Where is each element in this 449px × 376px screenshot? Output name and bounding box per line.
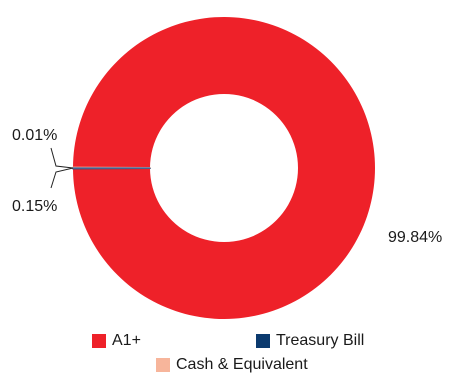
leader-line-treasury-bill (50, 147, 74, 169)
data-label-a1plus: 99.84% (388, 229, 442, 246)
legend-swatch (92, 334, 106, 348)
legend-label: A1+ (112, 332, 141, 349)
leader-line-cash-equivalent (50, 167, 74, 189)
data-label-cash-equivalent: 0.15% (12, 198, 57, 215)
legend-swatch (156, 358, 170, 372)
legend-item-treasury-bill: Treasury Bill (256, 332, 364, 350)
legend-item-a1plus: A1+ (92, 332, 141, 350)
legend-label: Treasury Bill (276, 332, 365, 349)
data-label-treasury-bill: 0.01% (12, 127, 57, 144)
legend-swatch (256, 334, 270, 348)
slice-a1plus (73, 16, 376, 319)
legend-item-cash-equivalent: Cash & Equivalent (156, 356, 308, 374)
legend-label: Cash & Equivalent (176, 356, 308, 373)
